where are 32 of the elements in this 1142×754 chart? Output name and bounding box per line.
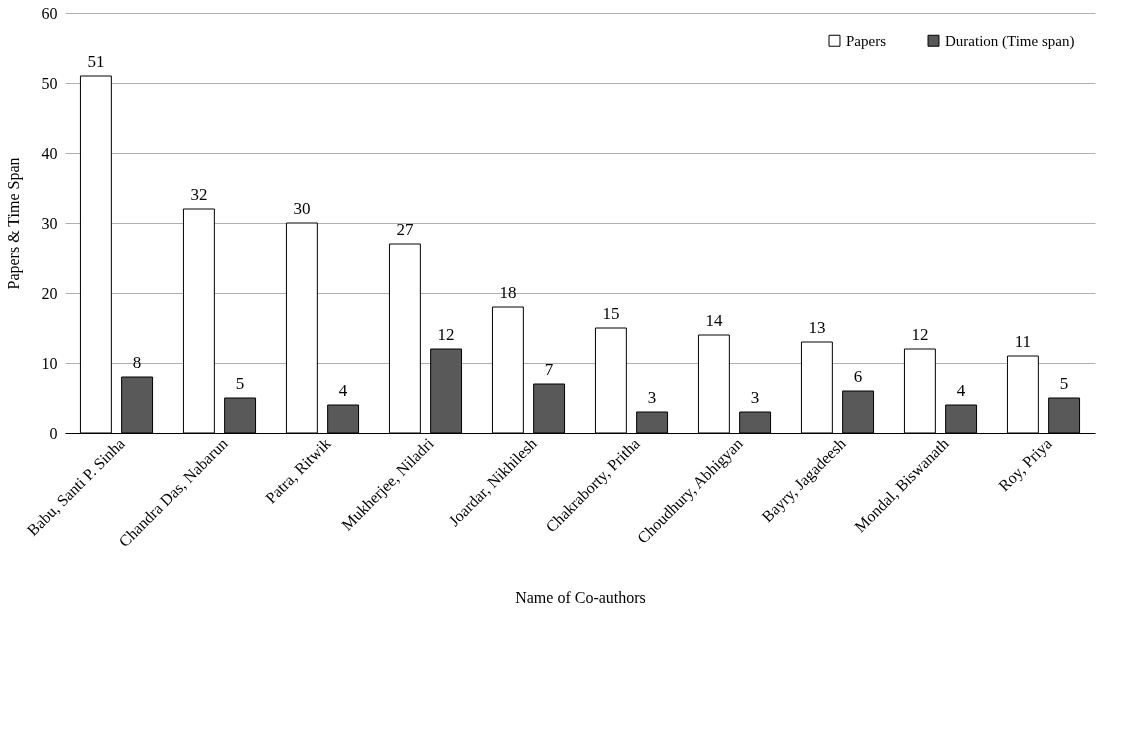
x-tick-label: Roy, Priya <box>995 434 1056 496</box>
y-tick-label: 0 <box>49 424 58 442</box>
data-label: 4 <box>956 381 966 400</box>
data-label: 12 <box>437 325 455 344</box>
y-axis-title: Papers & Time Span <box>4 157 23 290</box>
data-label: 15 <box>602 304 620 323</box>
data-label: 12 <box>911 325 929 344</box>
data-label: 13 <box>808 318 826 337</box>
data-label: 6 <box>853 367 863 386</box>
data-label: 11 <box>1014 332 1032 351</box>
data-label: 51 <box>87 52 105 71</box>
x-axis-title: Name of Co-authors <box>515 589 646 607</box>
data-label: 27 <box>396 220 414 239</box>
y-tick-label: 50 <box>41 74 58 92</box>
y-tick-label: 60 <box>41 4 58 22</box>
data-label: 5 <box>235 374 245 393</box>
y-tick-label: 30 <box>41 214 58 232</box>
data-label: 30 <box>293 199 311 218</box>
legend-label: Papers <box>846 32 887 49</box>
y-tick-label: 10 <box>41 354 58 372</box>
y-tick-label: 40 <box>41 144 58 162</box>
data-label: 3 <box>647 388 657 407</box>
legend-label: Duration (Time span) <box>945 32 1075 50</box>
y-tick-label: 20 <box>41 284 58 302</box>
data-label: 5 <box>1059 374 1069 393</box>
data-label: 7 <box>544 360 554 379</box>
data-label: 18 <box>499 283 517 302</box>
data-label: 8 <box>132 353 142 372</box>
data-label: 4 <box>338 381 348 400</box>
data-label: 32 <box>190 185 208 204</box>
data-label: 14 <box>705 311 723 330</box>
data-label: 3 <box>750 388 760 407</box>
